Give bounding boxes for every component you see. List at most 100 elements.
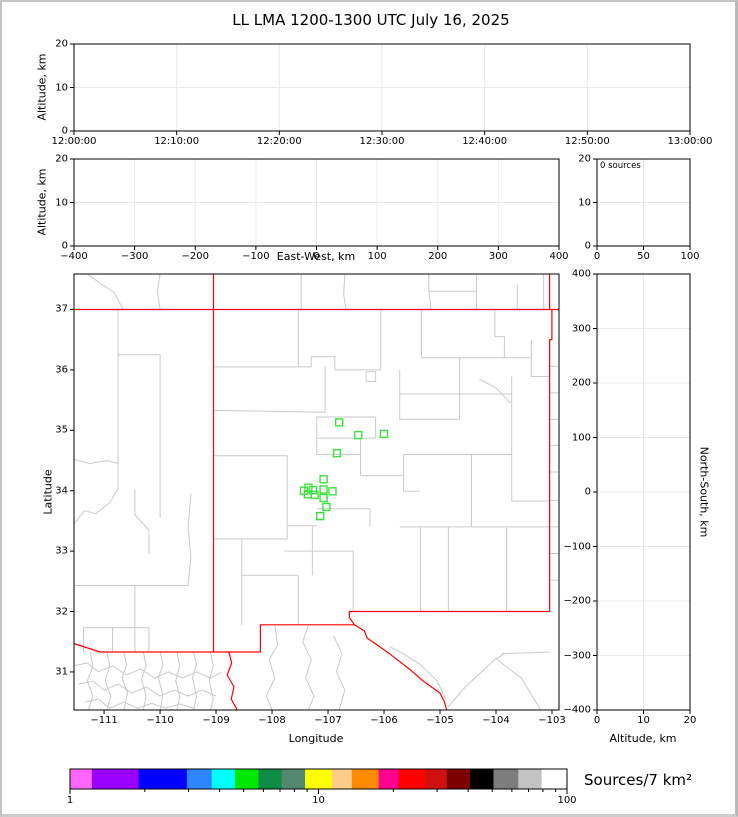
colorbar-segment <box>378 769 400 789</box>
county-border-path <box>187 493 192 586</box>
y-tick-label: 0 <box>61 125 68 137</box>
x-tick-label: −103 <box>538 715 566 726</box>
x-tick-label: 13:00:00 <box>667 136 713 147</box>
y-tick-label: 10 <box>55 197 68 208</box>
county-border-path <box>343 274 347 310</box>
x-tick-label: 400 <box>549 251 569 262</box>
x-tick-label: −300 <box>120 251 149 262</box>
source-marker <box>379 429 389 439</box>
county-border-path <box>157 651 164 710</box>
county-border-path <box>134 488 150 555</box>
x-tick-label: −100 <box>242 251 270 262</box>
source-marker <box>319 474 328 484</box>
x-tick-label: 0 <box>313 251 320 262</box>
ns-ylabel-northsouth: North-South, km <box>697 446 711 538</box>
y-tick-label: 0 <box>584 486 591 498</box>
colorbar-segment <box>305 769 333 789</box>
x-tick-label: −110 <box>146 715 174 726</box>
colorbar-label: Sources/7 km² <box>584 771 693 789</box>
y-tick-label: 0 <box>61 240 68 252</box>
axes-frame <box>73 273 560 711</box>
y-tick-label: 200 <box>571 377 591 389</box>
x-tick-label: −106 <box>370 715 398 726</box>
colorbar-segment <box>351 769 380 789</box>
x-tick-label: −200 <box>181 251 209 262</box>
y-tick-label: 32 <box>55 606 68 618</box>
county-border-path <box>208 651 214 710</box>
x-tick-label: 0 <box>593 715 601 726</box>
county-border-path <box>86 651 94 710</box>
county-border-path <box>74 458 119 464</box>
x-tick-label: 12:50:00 <box>564 136 610 147</box>
county-border-path <box>365 371 377 382</box>
county-border-path <box>478 378 511 404</box>
county-border-path <box>82 627 113 652</box>
panel-eastwest-height <box>70 158 560 250</box>
county-border-path <box>333 635 346 710</box>
county-border-path <box>78 680 217 697</box>
x-tick-label: 100 <box>367 251 387 262</box>
state-border-path <box>74 642 214 653</box>
x-tick-label: 12:10:00 <box>154 136 200 147</box>
source-marker <box>328 487 337 496</box>
county-border-path <box>213 409 326 413</box>
colorbar-tick-label: 100 <box>557 795 577 806</box>
y-tick-label: 37 <box>55 303 68 315</box>
county-border-path <box>389 646 447 700</box>
p2-xlabel-eastwest: East-West, km <box>276 250 356 263</box>
y-tick-label: 10 <box>55 82 68 93</box>
x-tick-label: −105 <box>426 715 454 726</box>
source-marker <box>315 511 325 521</box>
county-border-path <box>74 309 119 525</box>
county-border-path <box>501 651 550 655</box>
colorbar-segment <box>186 769 213 789</box>
x-tick-label: 300 <box>488 251 508 262</box>
county-border-path <box>121 651 129 710</box>
state-border-path <box>213 610 550 653</box>
x-tick-label: 10 <box>637 715 650 726</box>
state-border-path <box>354 624 448 710</box>
state-border-path <box>226 651 238 710</box>
county-border-path <box>141 651 147 710</box>
x-tick-label: −107 <box>314 715 342 726</box>
y-tick-label: 20 <box>578 153 591 165</box>
county-border-path <box>495 658 542 710</box>
y-tick-label: 31 <box>55 666 68 678</box>
colorbar-segment <box>138 769 188 789</box>
y-tick-label: 0 <box>584 240 591 252</box>
panel-northsouth-height <box>593 273 691 714</box>
x-tick-label: −400 <box>60 251 88 262</box>
colorbar-tick-label: 1 <box>66 795 74 806</box>
county-border-path <box>447 653 505 708</box>
county-border-path <box>213 356 381 371</box>
x-tick-label: −111 <box>90 715 118 726</box>
y-tick-label: 20 <box>55 38 68 50</box>
colorbar-segment <box>281 769 306 789</box>
map-content <box>74 274 559 710</box>
x-tick-label: 0 <box>593 251 601 262</box>
colorbar-segment <box>258 769 283 789</box>
y-tick-label: −300 <box>563 650 591 661</box>
x-tick-label: 200 <box>428 251 448 262</box>
colorbar-segment <box>398 769 426 789</box>
county-border-path <box>403 454 421 492</box>
x-tick-label: 12:30:00 <box>359 136 405 147</box>
x-tick-label: −108 <box>258 715 286 726</box>
colorbar-segment <box>493 769 519 789</box>
y-tick-label: 33 <box>55 545 68 557</box>
panel-plan-view-map <box>70 273 560 714</box>
x-tick-label: 20 <box>683 715 697 726</box>
source-marker <box>335 418 344 427</box>
county-border-path <box>175 651 181 710</box>
county-border-path <box>530 339 550 377</box>
y-tick-label: 300 <box>571 323 591 334</box>
source-marker <box>322 502 331 512</box>
colorbar-segment <box>91 769 140 789</box>
county-border-path <box>74 662 222 679</box>
colorbar-tick-label: 10 <box>312 795 325 806</box>
panel-time-height <box>70 43 691 135</box>
colorbar-segment <box>470 769 494 789</box>
x-tick-label: 50 <box>637 251 650 262</box>
y-tick-label: 34 <box>55 485 68 497</box>
